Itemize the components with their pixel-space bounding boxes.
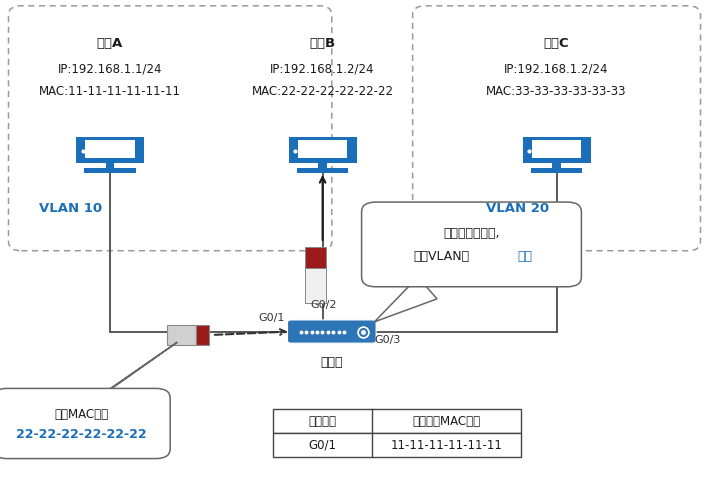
- FancyBboxPatch shape: [196, 325, 209, 345]
- Text: G0/1: G0/1: [258, 313, 285, 323]
- Text: 目的MAC地址: 目的MAC地址: [55, 408, 108, 421]
- Text: 主机C: 主机C: [544, 37, 569, 50]
- FancyBboxPatch shape: [523, 137, 591, 163]
- Text: IP:192.168.1.2/24: IP:192.168.1.2/24: [270, 62, 375, 75]
- Text: VLAN 10: VLAN 10: [39, 202, 103, 214]
- Text: 22-22-22-22-22-22: 22-22-22-22-22-22: [16, 428, 147, 440]
- Text: 主机A: 主机A: [96, 37, 123, 50]
- FancyBboxPatch shape: [106, 162, 114, 169]
- FancyBboxPatch shape: [273, 409, 521, 433]
- Text: 没找到对应条目,: 没找到对应条目,: [443, 227, 500, 240]
- FancyBboxPatch shape: [167, 325, 196, 345]
- FancyBboxPatch shape: [273, 433, 521, 457]
- Text: 交换机: 交换机: [320, 357, 343, 369]
- FancyBboxPatch shape: [298, 140, 347, 158]
- Text: 端口编号: 端口编号: [308, 415, 337, 427]
- Text: IP:192.168.1.1/24: IP:192.168.1.1/24: [57, 62, 162, 75]
- FancyBboxPatch shape: [532, 140, 581, 158]
- FancyBboxPatch shape: [305, 268, 326, 302]
- Text: G0/3: G0/3: [374, 335, 401, 345]
- FancyBboxPatch shape: [0, 388, 170, 459]
- Polygon shape: [96, 342, 177, 398]
- Polygon shape: [374, 277, 437, 322]
- Text: IP:192.168.1.2/24: IP:192.168.1.2/24: [504, 62, 609, 75]
- FancyBboxPatch shape: [362, 202, 581, 287]
- Text: 11-11-11-11-11-11: 11-11-11-11-11-11: [391, 439, 503, 452]
- FancyBboxPatch shape: [76, 137, 144, 163]
- Text: 对端设备MAC地址: 对端设备MAC地址: [413, 415, 481, 427]
- Text: MAC:22-22-22-22-22-22: MAC:22-22-22-22-22-22: [252, 86, 393, 98]
- FancyBboxPatch shape: [288, 320, 376, 343]
- FancyBboxPatch shape: [85, 140, 135, 158]
- FancyBboxPatch shape: [552, 162, 561, 169]
- FancyBboxPatch shape: [305, 247, 326, 268]
- FancyBboxPatch shape: [318, 162, 327, 169]
- Text: G0/2: G0/2: [310, 300, 337, 310]
- FancyBboxPatch shape: [84, 168, 135, 173]
- FancyBboxPatch shape: [289, 137, 357, 163]
- Text: 泛洪: 泛洪: [517, 250, 532, 263]
- Text: 相同VLAN内: 相同VLAN内: [413, 250, 470, 263]
- FancyBboxPatch shape: [297, 168, 348, 173]
- FancyBboxPatch shape: [531, 168, 582, 173]
- Text: G0/1: G0/1: [308, 439, 337, 452]
- Text: VLAN 20: VLAN 20: [486, 202, 549, 214]
- Text: MAC:33-33-33-33-33-33: MAC:33-33-33-33-33-33: [486, 86, 627, 98]
- Text: 主机B: 主机B: [310, 37, 335, 50]
- Text: MAC:11-11-11-11-11-11: MAC:11-11-11-11-11-11: [39, 86, 181, 98]
